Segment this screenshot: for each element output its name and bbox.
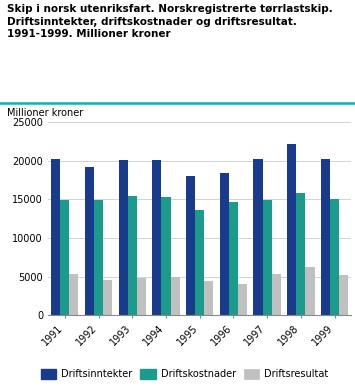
Bar bbox=[229, 202, 238, 315]
Bar bbox=[60, 200, 69, 315]
Bar bbox=[85, 167, 94, 315]
Bar bbox=[152, 160, 162, 315]
Bar bbox=[94, 200, 103, 315]
Text: Millioner kroner: Millioner kroner bbox=[7, 108, 83, 118]
Bar bbox=[195, 210, 204, 315]
Legend: Driftsinntekter, Driftskostnader, Driftsresultat: Driftsinntekter, Driftskostnader, Drifts… bbox=[38, 366, 331, 382]
Bar bbox=[272, 274, 281, 315]
Bar bbox=[137, 278, 146, 315]
Bar bbox=[330, 199, 339, 315]
Bar bbox=[51, 159, 60, 315]
Bar bbox=[339, 275, 348, 315]
Bar bbox=[170, 277, 180, 315]
Bar bbox=[305, 267, 315, 315]
Bar bbox=[220, 173, 229, 315]
Bar bbox=[263, 200, 272, 315]
Bar bbox=[253, 159, 263, 315]
Bar bbox=[296, 193, 305, 315]
Bar bbox=[103, 280, 112, 315]
Bar bbox=[238, 284, 247, 315]
Bar bbox=[128, 196, 137, 315]
Bar bbox=[321, 159, 330, 315]
Text: Skip i norsk utenriksfart. Norskregistrerte tørrlastskip.
Driftsinntekter, drift: Skip i norsk utenriksfart. Norskregistre… bbox=[7, 4, 333, 39]
Bar bbox=[186, 176, 195, 315]
Bar bbox=[287, 144, 296, 315]
Bar bbox=[119, 160, 128, 315]
Bar bbox=[69, 274, 78, 315]
Bar bbox=[162, 197, 170, 315]
Bar bbox=[204, 281, 213, 315]
